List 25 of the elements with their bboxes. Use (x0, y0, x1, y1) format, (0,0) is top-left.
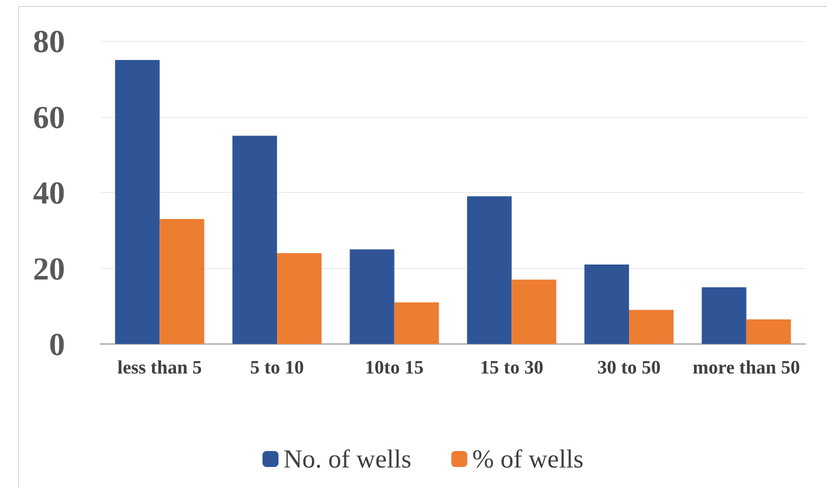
x-tick-label: more than 50 (692, 358, 800, 378)
legend-label: No. of wells (283, 444, 412, 474)
bar (629, 310, 674, 344)
bar (702, 287, 746, 344)
x-tick-label: 15 to 30 (480, 358, 544, 378)
bar (160, 219, 204, 344)
bar (350, 249, 394, 344)
bar (394, 302, 439, 344)
y-tick-label: 0 (49, 326, 65, 362)
bar (232, 136, 277, 344)
bar (467, 196, 512, 344)
legend-label: % of wells (472, 444, 584, 474)
bar (584, 264, 629, 344)
x-tick-label: 30 to 50 (597, 358, 661, 378)
y-tick-label: 40 (33, 174, 65, 210)
bar (277, 253, 322, 344)
bar (512, 280, 556, 344)
y-tick-label: 60 (33, 98, 65, 135)
bar (746, 319, 791, 344)
bar (115, 60, 160, 344)
x-tick-label: less than 5 (117, 358, 202, 378)
y-tick-label: 20 (33, 250, 65, 286)
x-tick-label: 5 to 10 (250, 358, 304, 378)
y-tick-label: 80 (33, 23, 65, 59)
x-tick-label: 10to 15 (365, 358, 424, 378)
